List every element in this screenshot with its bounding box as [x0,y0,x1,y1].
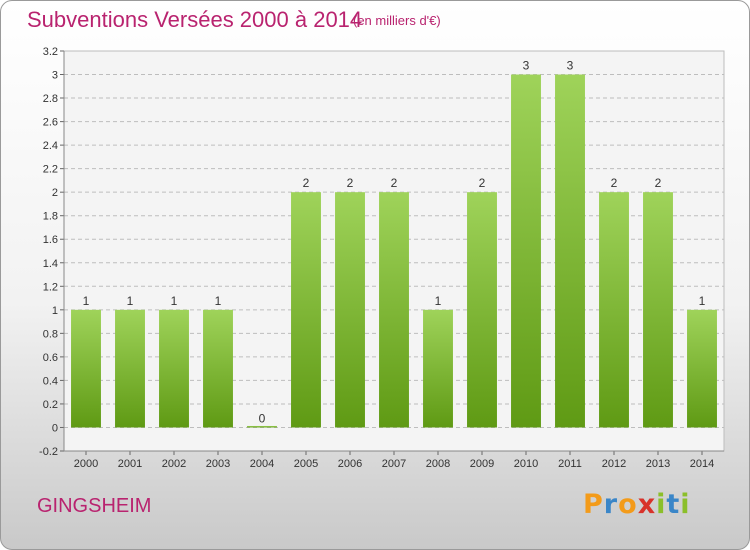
x-tick-label: 2000 [74,458,98,470]
y-tick-label: 1.2 [43,281,58,293]
y-tick-label: 0.2 [43,399,58,411]
bar [291,192,321,428]
y-tick-label: 1.6 [43,234,58,246]
y-tick-label: 1.8 [43,211,58,223]
data-label: 1 [127,294,134,308]
bar [555,74,585,428]
bar [203,309,233,428]
data-label: 3 [523,59,530,73]
x-tick-label: 2008 [426,458,450,470]
bar [247,425,277,428]
bar [71,309,101,428]
bar [511,74,541,428]
y-tick-label: -0.2 [39,446,58,458]
brand-letter: t [666,489,681,520]
bar [467,192,497,428]
x-tick-label: 2014 [690,458,714,470]
y-tick-label: 2 [52,187,58,199]
bar [643,192,673,428]
x-tick-label: 2006 [338,458,362,470]
data-label: 2 [655,176,662,190]
y-tick-label: 3 [52,70,58,82]
x-tick-label: 2002 [162,458,186,470]
bar [423,309,453,428]
commune-name: GINGSHEIM [37,495,152,517]
y-tick-label: 0 [52,422,58,434]
bar [335,192,365,428]
data-label: 1 [215,294,222,308]
x-tick-label: 2013 [646,458,670,470]
bar [115,309,145,428]
x-tick-label: 2009 [470,458,494,470]
data-label: 2 [479,176,486,190]
y-axis: -0.2 0 0.2 0.4 0.6 0.8 1 1.2 1.4 1.6 1.8 2 2.2 2.4 2.6… [39,46,65,458]
x-tick-label: 2004 [250,458,274,470]
brand-letter: x [637,489,657,520]
x-tick-label: 2010 [514,458,538,470]
x-tick-label: 2003 [206,458,230,470]
y-tick-label: 1.4 [43,258,58,270]
brand-letter: i [656,489,667,520]
bar [599,192,629,428]
chart-unit-note: (en milliers d'€) [353,13,441,28]
data-label: 1 [83,294,90,308]
brand-letter: i [680,489,691,520]
data-label: 1 [435,294,442,308]
y-tick-label: 0.8 [43,328,58,340]
brand-letter: P [583,489,604,520]
data-label: 2 [391,176,398,190]
data-label: 2 [611,176,618,190]
x-axis: 2000 2001 2002 2003 2004 2005 2006 2007 2008 2009… [64,450,724,470]
y-tick-label: 0.4 [43,375,58,387]
y-tick-label: 2.4 [43,140,58,152]
y-tick-label: 3.2 [43,46,58,58]
x-tick-label: 2001 [118,458,142,470]
y-tick-label: 2.2 [43,164,58,176]
data-label: 0 [259,411,266,425]
bar [379,192,409,428]
bar [687,309,717,428]
data-label: 3 [567,59,574,73]
x-tick-label: 2012 [602,458,626,470]
chart-title: Subventions Versées 2000 à 2014 [27,7,363,32]
x-tick-label: 2011 [558,458,582,470]
data-label: 1 [171,294,178,308]
brand-letter: r [603,489,619,520]
data-label: 2 [303,176,310,190]
y-tick-label: 2.8 [43,93,58,105]
bar [159,309,189,428]
y-tick-label: 0.6 [43,352,58,364]
bars: 1 1 1 1 0 2 2 2 1 2 3 3 2 2 1 [71,59,717,428]
brand-logo: Proxiti [583,489,691,520]
y-tick-label: 1 [52,305,58,317]
data-label: 1 [699,294,706,308]
x-tick-label: 2007 [382,458,406,470]
brand-letter: o [618,489,638,520]
data-label: 2 [347,176,354,190]
y-tick-label: 2.6 [43,117,58,129]
x-tick-label: 2005 [294,458,318,470]
